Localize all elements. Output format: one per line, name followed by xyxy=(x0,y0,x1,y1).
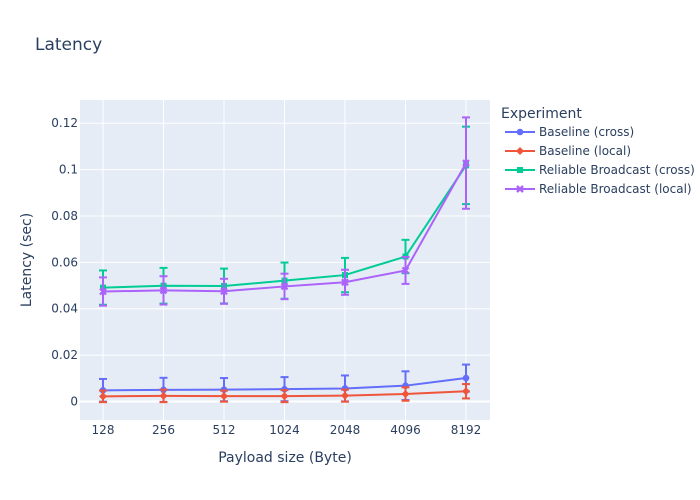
series-3 xyxy=(99,116,470,307)
y-axis-title: Latency (sec) xyxy=(19,213,35,307)
legend-item[interactable]: Baseline (local) xyxy=(505,144,631,158)
legend-item[interactable]: Reliable Broadcast (cross) xyxy=(505,163,695,177)
data-point xyxy=(99,287,107,296)
legend-item[interactable]: Reliable Broadcast (local) xyxy=(505,182,692,196)
data-point xyxy=(462,374,470,382)
legend-marker xyxy=(516,185,524,193)
x-axis-title: Payload size (Byte) xyxy=(218,450,352,466)
x-tick-label: 256 xyxy=(152,423,175,437)
data-point xyxy=(220,392,228,401)
data-point xyxy=(159,286,168,295)
data-point xyxy=(280,392,289,401)
gridlines xyxy=(80,100,490,420)
data-point xyxy=(99,392,107,401)
legend[interactable]: Experiment Baseline (cross) Baseline (loc… xyxy=(501,106,695,196)
legend-title: Experiment xyxy=(501,106,582,122)
legend-label: Baseline (local) xyxy=(539,144,631,158)
data-point xyxy=(462,159,470,167)
x-tick-label: 2048 xyxy=(330,423,361,437)
legend-marker xyxy=(516,147,524,155)
y-tick-label: 0 xyxy=(70,394,78,408)
series-1 xyxy=(99,383,470,404)
legend-label: Reliable Broadcast (cross) xyxy=(539,163,695,177)
y-tick-label: 0.06 xyxy=(51,255,78,269)
series-layer xyxy=(99,116,470,404)
data-point xyxy=(401,390,410,399)
y-tick-label: 0.02 xyxy=(51,348,78,362)
data-point xyxy=(341,391,349,400)
data-point xyxy=(159,391,168,400)
y-tick-label: 0.1 xyxy=(59,163,78,177)
legend-marker xyxy=(517,167,523,173)
x-tick-label: 1024 xyxy=(269,423,300,437)
chart-title: Latency xyxy=(35,35,102,55)
x-tick-label: 8192 xyxy=(451,423,482,437)
data-point xyxy=(280,282,289,291)
legend-marker xyxy=(516,128,524,136)
data-point xyxy=(220,287,228,296)
y-tick-labels: 0 0.02 0.04 0.06 0.08 0.1 0.12 xyxy=(51,116,78,408)
legend-label: Reliable Broadcast (local) xyxy=(539,182,692,196)
y-tick-label: 0.12 xyxy=(51,116,78,130)
data-point xyxy=(401,266,410,275)
x-tick-label: 4096 xyxy=(390,423,421,437)
legend-item[interactable]: Baseline (cross) xyxy=(505,125,634,139)
data-point xyxy=(462,387,470,396)
x-tick-label: 128 xyxy=(92,423,115,437)
y-tick-label: 0.08 xyxy=(51,209,78,223)
x-tick-label: 512 xyxy=(213,423,236,437)
y-tick-label: 0.04 xyxy=(51,302,78,316)
x-tick-labels: 128 256 512 1024 2048 4096 8192 xyxy=(92,423,482,437)
data-point xyxy=(341,278,349,287)
legend-label: Baseline (cross) xyxy=(539,125,634,139)
